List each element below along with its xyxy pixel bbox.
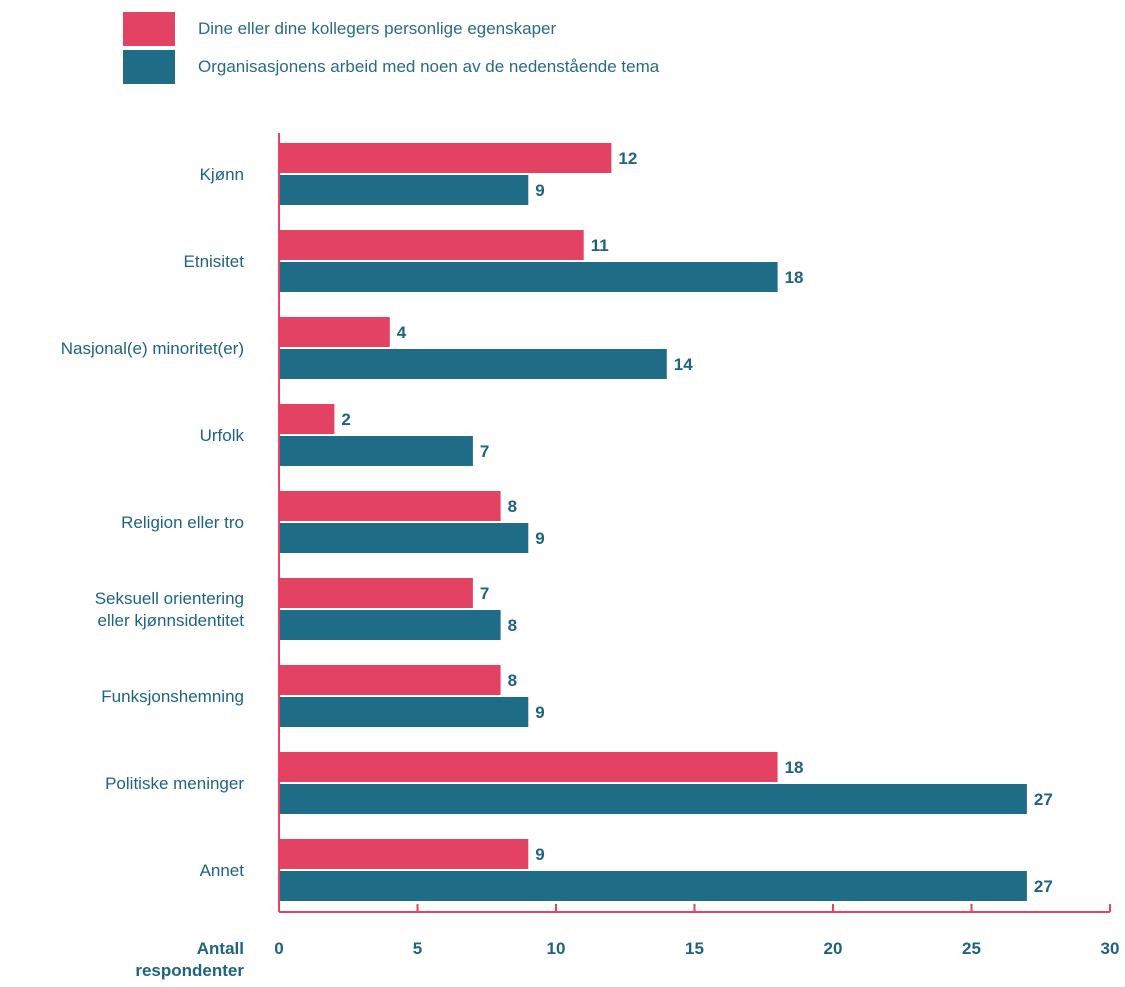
category-label: Etnisitet: [184, 252, 245, 271]
value-label: 9: [535, 845, 544, 864]
bar-organisation-4: [279, 523, 529, 553]
value-label: 18: [785, 268, 804, 287]
category-label: Annet: [200, 861, 245, 880]
x-tick-label: 30: [1101, 939, 1120, 958]
value-label: 11: [591, 236, 609, 255]
value-label: 12: [618, 149, 637, 168]
bar-personal-4: [279, 491, 501, 521]
category-label: eller kjønnsidentitet: [98, 611, 245, 630]
category-label: Religion eller tro: [121, 513, 244, 532]
legend-item-organisation: Organisasjonens arbeid med noen av de ne…: [123, 50, 659, 84]
category-label: Politiske meninger: [105, 774, 244, 793]
bar-personal-3: [279, 404, 335, 434]
value-label: 27: [1034, 790, 1053, 809]
legend-label-organisation: Organisasjonens arbeid med noen av de ne…: [198, 57, 660, 76]
value-label: 8: [508, 671, 517, 690]
bar-personal-1: [279, 230, 584, 260]
bar-organisation-7: [279, 784, 1027, 814]
bar-organisation-1: [279, 262, 778, 292]
category-label: Funksjonshemning: [101, 687, 244, 706]
bar-personal-0: [279, 143, 612, 173]
value-label: 9: [535, 181, 544, 200]
bar-personal-7: [279, 752, 778, 782]
value-label: 9: [535, 703, 544, 722]
x-tick-label: 25: [962, 939, 981, 958]
legend: Dine eller dine kollegers personlige ege…: [123, 12, 659, 88]
bar-personal-2: [279, 317, 390, 347]
value-label: 4: [397, 323, 407, 342]
legend-item-personal: Dine eller dine kollegers personlige ege…: [123, 12, 659, 46]
legend-swatch-personal: [123, 12, 175, 46]
x-tick-label: 20: [824, 939, 843, 958]
x-tick-label: 0: [274, 939, 283, 958]
value-label: 2: [341, 410, 350, 429]
category-label: Urfolk: [200, 426, 245, 445]
x-axis-title: respondenter: [135, 961, 244, 980]
bar-organisation-8: [279, 871, 1027, 901]
legend-label-personal: Dine eller dine kollegers personlige ege…: [198, 19, 557, 38]
category-label: Seksuell orientering: [95, 589, 244, 608]
value-label: 7: [480, 442, 489, 461]
value-label: 8: [508, 497, 517, 516]
bar-personal-6: [279, 665, 501, 695]
bar-organisation-6: [279, 697, 529, 727]
x-tick-label: 10: [547, 939, 566, 958]
x-tick-label: 15: [685, 939, 704, 958]
bar-personal-8: [279, 839, 529, 869]
legend-swatch-organisation: [123, 50, 175, 84]
category-label: Nasjonal(e) minoritet(er): [61, 339, 244, 358]
value-label: 14: [674, 355, 693, 374]
value-label: 18: [785, 758, 804, 777]
value-label: 8: [508, 616, 517, 635]
bar-organisation-0: [279, 175, 529, 205]
category-label: Kjønn: [200, 165, 244, 184]
value-label: 7: [480, 584, 489, 603]
x-tick-label: 5: [413, 939, 422, 958]
bar-organisation-5: [279, 610, 501, 640]
bar-organisation-3: [279, 436, 473, 466]
bar-personal-5: [279, 578, 473, 608]
value-label: 9: [535, 529, 544, 548]
bar-organisation-2: [279, 349, 667, 379]
x-axis-title: Antall: [197, 939, 244, 958]
value-label: 27: [1034, 877, 1053, 896]
